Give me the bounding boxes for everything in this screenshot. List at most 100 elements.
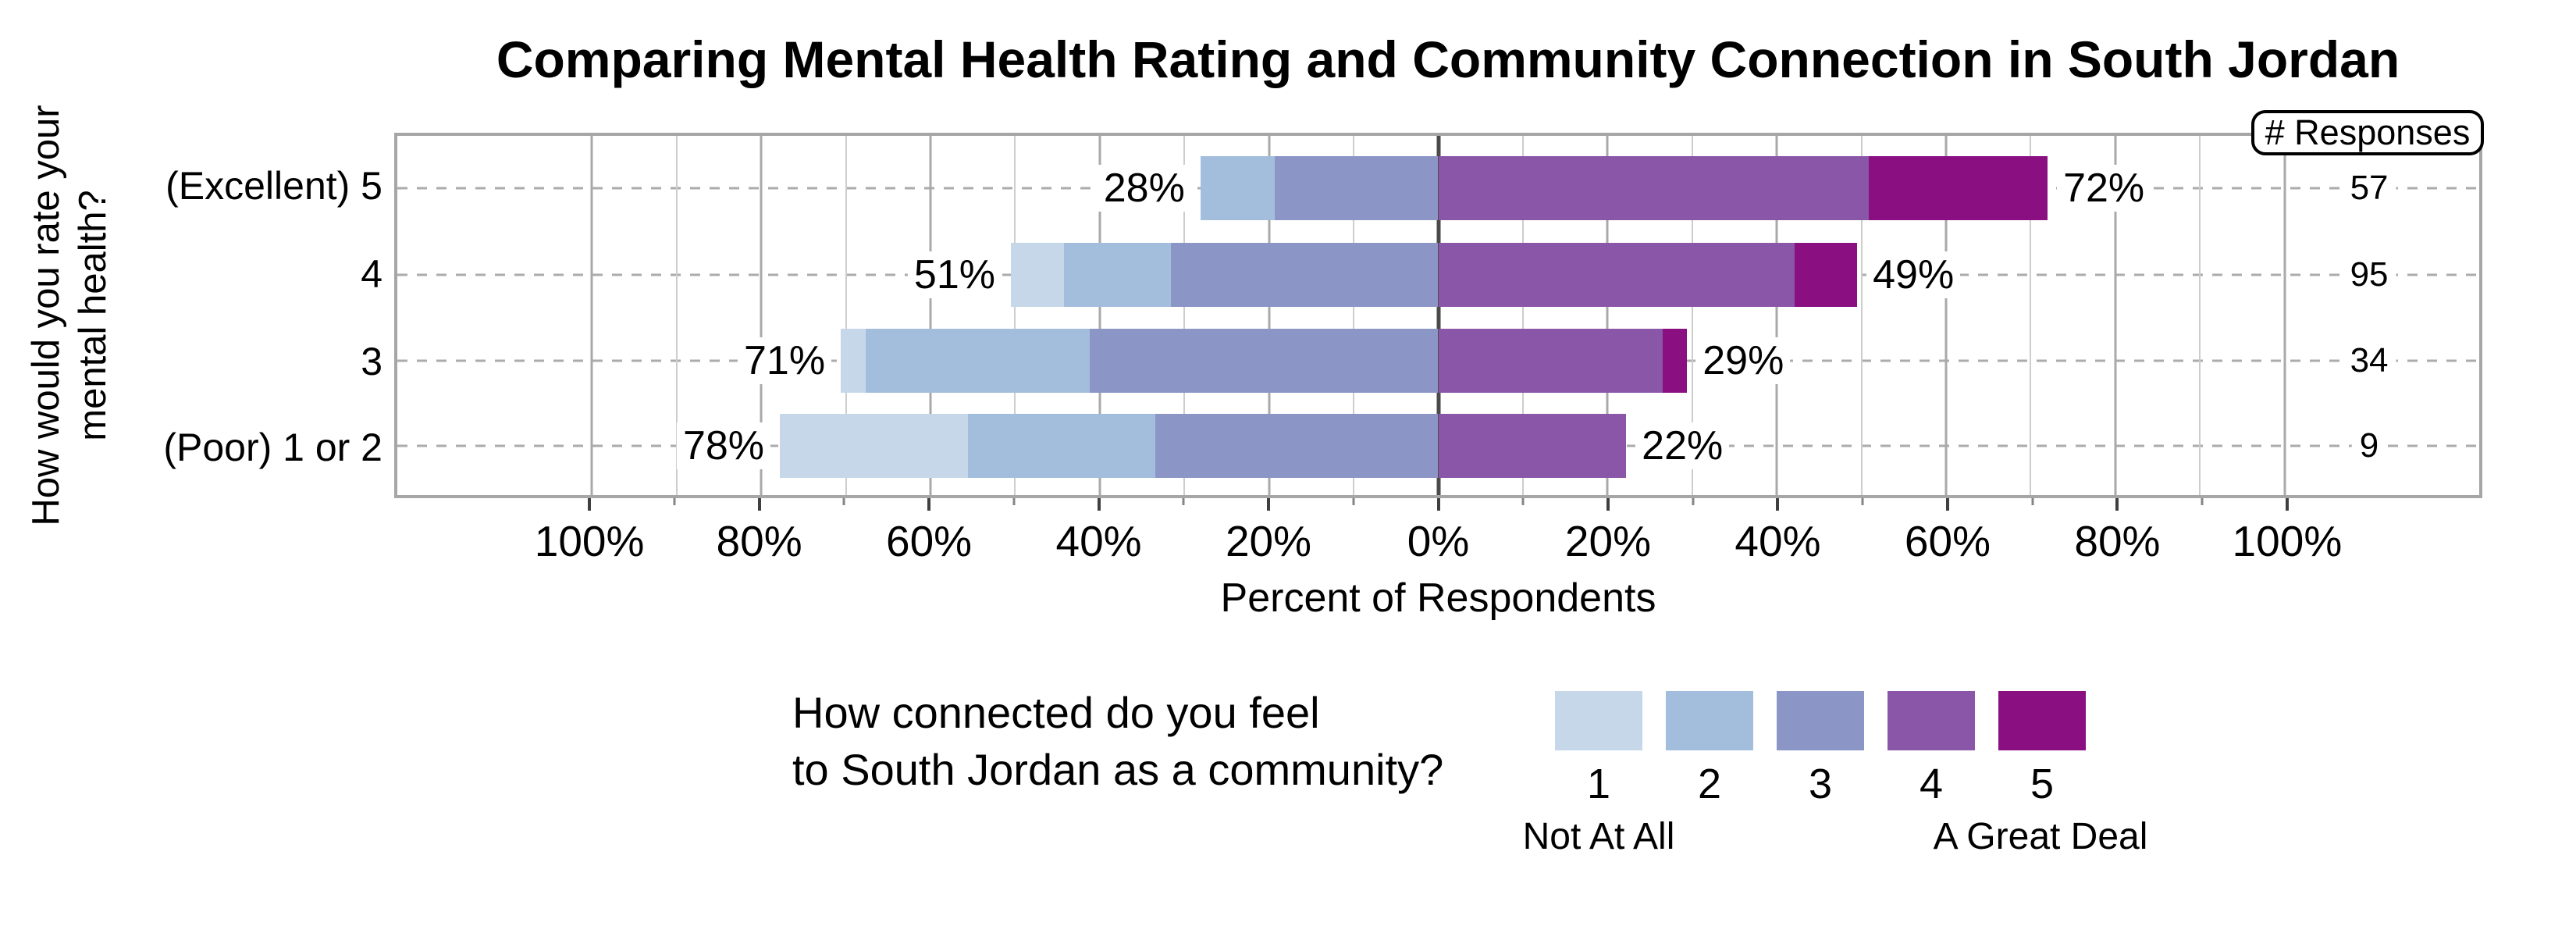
y-category-labels: (Excellent) 5 4 3 (Poor) 1 or 2 bbox=[0, 133, 382, 498]
bar-right-total-label: 22% bbox=[1635, 422, 1730, 469]
bar-segment-row1-level3 bbox=[1275, 155, 1439, 220]
row-response-count: 34 bbox=[2342, 341, 2396, 379]
category-label: (Excellent) 5 bbox=[165, 163, 382, 208]
bar-left-total-label: 71% bbox=[738, 337, 832, 384]
zero-line bbox=[1436, 136, 1440, 495]
x-tick-minor bbox=[1861, 498, 1864, 505]
x-tick-major bbox=[927, 498, 931, 511]
bar-segment-row2-level1 bbox=[1011, 243, 1065, 308]
bar-segment-row2-level5 bbox=[1794, 243, 1858, 308]
row-response-count: 57 bbox=[2342, 169, 2396, 207]
x-tick-major bbox=[2115, 498, 2119, 511]
grid-line-minor bbox=[1860, 136, 1863, 495]
x-tick-minor bbox=[673, 498, 676, 505]
grid-line-major bbox=[1944, 136, 1948, 495]
grid-line-major bbox=[2114, 136, 2117, 495]
bar-segment-row3-level2 bbox=[865, 328, 1090, 393]
bar-left-total-label: 51% bbox=[907, 251, 1002, 299]
x-tick-label: 100% bbox=[2232, 517, 2343, 565]
bar-left-total-label: 28% bbox=[1097, 164, 1191, 212]
responses-header-label: # Responses bbox=[2265, 112, 2471, 152]
legend-swatches: 1 2 3 4 5 bbox=[1555, 691, 2086, 805]
grid-line-major bbox=[1606, 136, 1609, 495]
legend-item: 4 bbox=[1888, 691, 1975, 805]
grid-line-major bbox=[760, 136, 763, 495]
x-tick-minor bbox=[1521, 498, 1525, 505]
plot-area: 28% 72% 57 51% 49% 95 71% 29% 34 78% 22% 9 bbox=[394, 133, 2482, 498]
legend-item: 1 bbox=[1555, 691, 1642, 805]
legend-item: 5 bbox=[1998, 691, 2086, 805]
bar-segment-row2-level3 bbox=[1170, 243, 1439, 308]
legend-title: How connected do you feel to South Jorda… bbox=[792, 684, 1443, 798]
responses-header-box: # Responses bbox=[2251, 110, 2484, 155]
bar-right-total-label: 72% bbox=[2057, 164, 2151, 212]
x-tick-major bbox=[1267, 498, 1271, 511]
bar-segment-row4-level4 bbox=[1438, 413, 1627, 478]
grid-line-minor bbox=[845, 136, 847, 495]
category-label: 4 bbox=[361, 252, 382, 297]
legend-swatch-level-3 bbox=[1777, 691, 1864, 750]
x-tick-label: 0% bbox=[1407, 517, 1470, 565]
x-tick-major bbox=[1606, 498, 1610, 511]
legend-swatch-level-2 bbox=[1666, 691, 1753, 750]
legend-swatch-level-1 bbox=[1555, 691, 1642, 750]
x-tick-major bbox=[588, 498, 592, 511]
bar-segment-row1-level5 bbox=[1869, 155, 2048, 220]
legend-level-label: 4 bbox=[1919, 761, 1944, 807]
legend-swatch-level-4 bbox=[1888, 691, 1975, 750]
x-tick-major bbox=[1436, 498, 1440, 511]
x-tick-label: 80% bbox=[2074, 517, 2161, 565]
x-tick-label: 20% bbox=[1225, 517, 1312, 565]
x-axis: 100% 80% 60% 40% 20% 0% 20% 40% 60% 80% 100% bbox=[394, 498, 2482, 592]
grid-line-minor bbox=[2199, 136, 2201, 495]
x-tick-label: 40% bbox=[1055, 517, 1142, 565]
legend-level-label: 1 bbox=[1586, 761, 1611, 807]
x-tick-label: 100% bbox=[534, 517, 645, 565]
grid-line-minor bbox=[675, 136, 678, 495]
x-axis-title: Percent of Respondents bbox=[1220, 575, 1656, 621]
legend-swatch-level-5 bbox=[1998, 691, 2086, 750]
x-tick-minor bbox=[2031, 498, 2034, 505]
x-tick-minor bbox=[1182, 498, 1185, 505]
grid-line-major bbox=[2283, 136, 2286, 495]
legend-level-label: 3 bbox=[1808, 761, 1833, 807]
category-label: 3 bbox=[361, 339, 382, 383]
x-tick-major bbox=[2285, 498, 2289, 511]
category-label: (Poor) 1 or 2 bbox=[163, 426, 382, 470]
grid-line-minor bbox=[1014, 136, 1016, 495]
x-tick-label: 60% bbox=[886, 517, 973, 565]
bar-segment-row4-level3 bbox=[1155, 413, 1439, 478]
grid-line-minor bbox=[1183, 136, 1186, 495]
bar-segment-row3-level1 bbox=[841, 328, 866, 393]
grid-line-minor bbox=[2030, 136, 2032, 495]
legend-level-label: 2 bbox=[1697, 761, 1722, 807]
legend-level-label: 5 bbox=[2030, 761, 2055, 807]
x-tick-major bbox=[1945, 498, 1949, 511]
x-tick-minor bbox=[1692, 498, 1695, 505]
x-tick-minor bbox=[1352, 498, 1355, 505]
bar-segment-row2-level2 bbox=[1064, 243, 1171, 308]
bar-right-total-label: 29% bbox=[1696, 337, 1791, 384]
grid-line-major bbox=[1775, 136, 1778, 495]
bar-segment-row3-level4 bbox=[1438, 328, 1663, 393]
bar-segment-row4-level2 bbox=[967, 413, 1156, 478]
x-tick-major bbox=[1097, 498, 1101, 511]
legend-caption-right: A Great Deal bbox=[1933, 816, 2148, 857]
grid-line-minor bbox=[1521, 136, 1524, 495]
x-tick-minor bbox=[842, 498, 845, 505]
row-response-count: 95 bbox=[2342, 256, 2396, 294]
legend-item: 2 bbox=[1666, 691, 1753, 805]
x-tick-label: 80% bbox=[716, 517, 802, 565]
bar-segment-row4-level1 bbox=[780, 413, 968, 478]
legend-item: 3 bbox=[1777, 691, 1864, 805]
x-tick-major bbox=[1776, 498, 1780, 511]
bar-left-total-label: 78% bbox=[676, 422, 771, 469]
bar-segment-row3-level3 bbox=[1089, 328, 1439, 393]
x-tick-minor bbox=[1012, 498, 1016, 505]
grid-line-minor bbox=[1353, 136, 1355, 495]
x-tick-major bbox=[757, 498, 761, 511]
grid-line-major bbox=[1268, 136, 1271, 495]
row-response-count: 9 bbox=[2351, 426, 2387, 465]
bar-segment-row3-level5 bbox=[1662, 328, 1688, 393]
